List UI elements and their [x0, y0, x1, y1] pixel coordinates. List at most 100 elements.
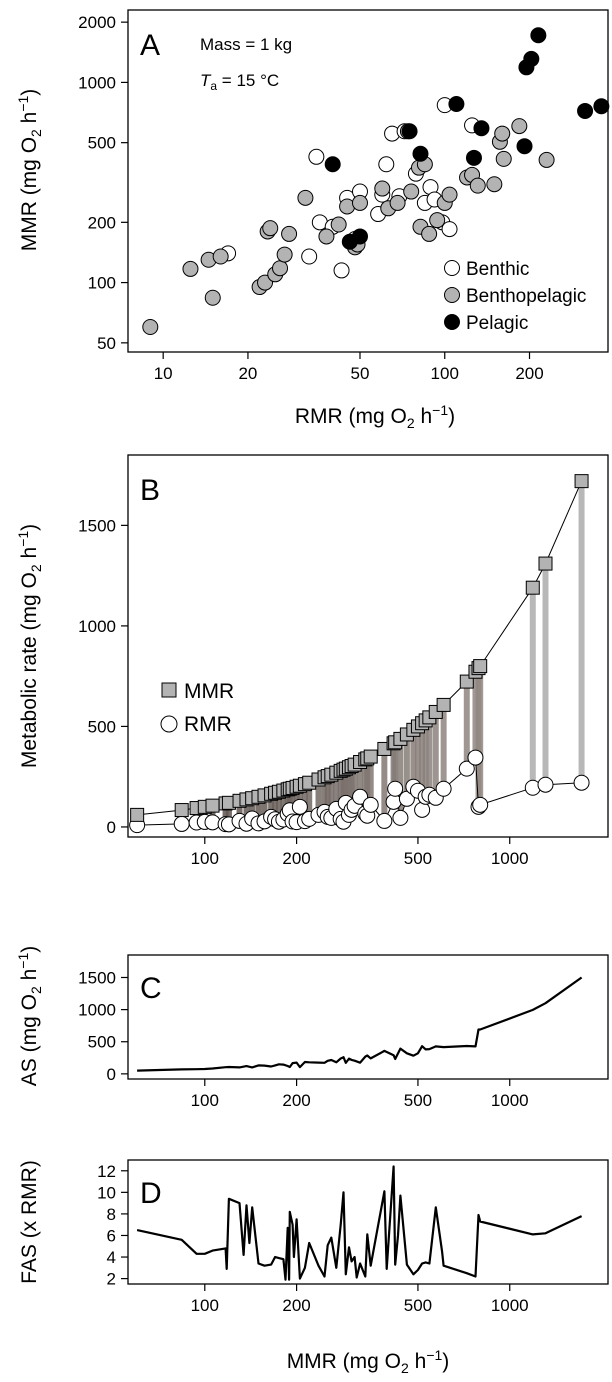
- y-tick-label: 1000: [78, 617, 116, 636]
- temp-symbol: T: [200, 71, 212, 90]
- benthic-point: [378, 156, 395, 173]
- panel-a-letter: A: [140, 29, 160, 62]
- panel-b-x-axis: 100 200 500 1000: [191, 837, 529, 868]
- legend-label-benthopelagic: Benthopelagic: [466, 286, 586, 307]
- y-tick-label: 8: [107, 1205, 116, 1224]
- benthopelagic-point: [262, 220, 279, 237]
- y-tick-label: 500: [88, 1033, 116, 1052]
- mmr-rmr-bar: [529, 587, 536, 788]
- mmr-point: [174, 803, 189, 818]
- ylab-sub: 2: [28, 129, 44, 137]
- benthopelagic-point: [204, 289, 221, 306]
- rmr-point: [435, 780, 452, 797]
- mmr-rmr-bar: [463, 681, 470, 769]
- panel-a-y-label: MMR (mg O2 h−1): [15, 89, 44, 252]
- y-tick-label: 12: [97, 1162, 116, 1181]
- benthic-point: [308, 148, 325, 165]
- xlab-main: RMR (mg O: [295, 405, 407, 428]
- mmr-rmr-bar: [432, 711, 439, 798]
- benthopelagic-point: [429, 212, 446, 229]
- panel-b-points: [129, 474, 590, 834]
- benthopelagic-point: [486, 176, 503, 193]
- pelagic-point: [412, 145, 429, 162]
- y-tick-label: 50: [97, 334, 116, 353]
- mmr-rmr-bar: [255, 796, 262, 824]
- mmr-point: [473, 659, 488, 674]
- ylab-main: MMR (mg O: [18, 137, 41, 251]
- x-tick-label: 1000: [491, 849, 529, 868]
- ylab-unit: h: [18, 112, 41, 130]
- panel-c-y-axis: 0 500 1000 1500: [78, 968, 128, 1084]
- xlab-sup: −1: [426, 1347, 442, 1363]
- rmr-point: [291, 798, 308, 815]
- panel-b-range-bars: [134, 481, 585, 826]
- x-tick-label: 500: [404, 1296, 432, 1315]
- rmr-point: [204, 814, 221, 831]
- mmr-rmr-bar: [328, 774, 335, 818]
- x-tick-label: 200: [282, 1091, 310, 1110]
- temp-subscript: a: [210, 79, 217, 93]
- legend-marker-pelagic: [444, 314, 460, 330]
- x-tick-label: 100: [431, 364, 459, 383]
- y-tick-label: 500: [88, 134, 116, 153]
- mmr-point: [130, 807, 145, 822]
- mmr-rmr-bar: [275, 791, 282, 822]
- panel-d: 100 200 500 1000 2 4 6 8 10 12 D FAS (x RMR) MMR…: [18, 1159, 609, 1376]
- pelagic-point: [530, 27, 547, 44]
- pelagic-point: [351, 228, 368, 245]
- mmr-point: [574, 474, 589, 489]
- mmr-rmr-bar: [364, 758, 371, 816]
- y-tick-label: 1500: [78, 516, 116, 535]
- xlab-unit: h: [415, 405, 433, 428]
- rmr-point: [414, 801, 431, 818]
- x-tick-label: 10: [154, 364, 173, 383]
- panel-a-y-axis: 50 100 200 500 1000 2000: [78, 13, 128, 353]
- mmr-rmr-bar: [367, 756, 374, 805]
- y-tick-label: 2000: [78, 13, 116, 32]
- ylab-sup: −1: [15, 95, 31, 111]
- y-tick-label: 500: [88, 717, 116, 736]
- mmr-rmr-bar: [342, 768, 349, 803]
- mmr-rmr-bar: [422, 720, 429, 797]
- rmr-point: [376, 812, 393, 829]
- benthopelagic-point: [511, 118, 528, 135]
- fas-series-line: [136, 1165, 583, 1281]
- rmr-point: [537, 776, 554, 793]
- ylab-sub: 2: [28, 564, 44, 572]
- ylab-unit: h: [18, 547, 41, 565]
- benthopelagic-point: [421, 225, 438, 242]
- mmr-rmr-bar: [351, 764, 358, 806]
- legend-marker-rmr: [160, 715, 178, 733]
- mmr-rmr-bar: [296, 785, 303, 807]
- x-tick-label: 100: [191, 1296, 219, 1315]
- ylab-unit: h: [18, 969, 41, 987]
- panel-b: 100 200 500 1000 0 500 1000 1500 B MMR RMR Meta…: [15, 454, 609, 868]
- panel-b-letter: B: [140, 474, 160, 507]
- benthopelagic-point: [281, 225, 298, 242]
- rmr-point: [362, 796, 379, 813]
- rmr-point: [573, 774, 590, 791]
- legend-label-rmr: RMR: [184, 713, 232, 736]
- ylab-sup: −1: [15, 953, 31, 969]
- mmr-point: [525, 580, 540, 595]
- mmr-rmr-bar: [348, 766, 355, 810]
- xlab-close: ): [442, 1350, 449, 1373]
- ylab-close: ): [18, 946, 41, 953]
- x-tick-label: 200: [282, 849, 310, 868]
- x-tick-label: 100: [191, 1091, 219, 1110]
- legend-label-mmr: MMR: [184, 680, 234, 703]
- x-tick-label: 200: [515, 364, 543, 383]
- rmr-point: [392, 809, 409, 826]
- panel-c: 100 200 500 1000 0 500 1000 1500 C AS (mg O2 h…: [15, 946, 609, 1110]
- benthopelagic-point: [318, 228, 335, 245]
- pelagic-point: [401, 123, 418, 140]
- mmr-rmr-bar: [222, 803, 229, 825]
- as-series-line: [137, 976, 583, 1072]
- panel-c-y-label: AS (mg O2 h−1): [15, 946, 44, 1086]
- mmr-rmr-bar: [414, 726, 421, 791]
- y-tick-label: 1000: [78, 1001, 116, 1020]
- mmr-rmr-bar: [225, 802, 232, 825]
- benthopelagic-point: [441, 186, 458, 203]
- mmr-rmr-bar: [243, 799, 250, 824]
- mmr-rmr-bar: [419, 723, 426, 810]
